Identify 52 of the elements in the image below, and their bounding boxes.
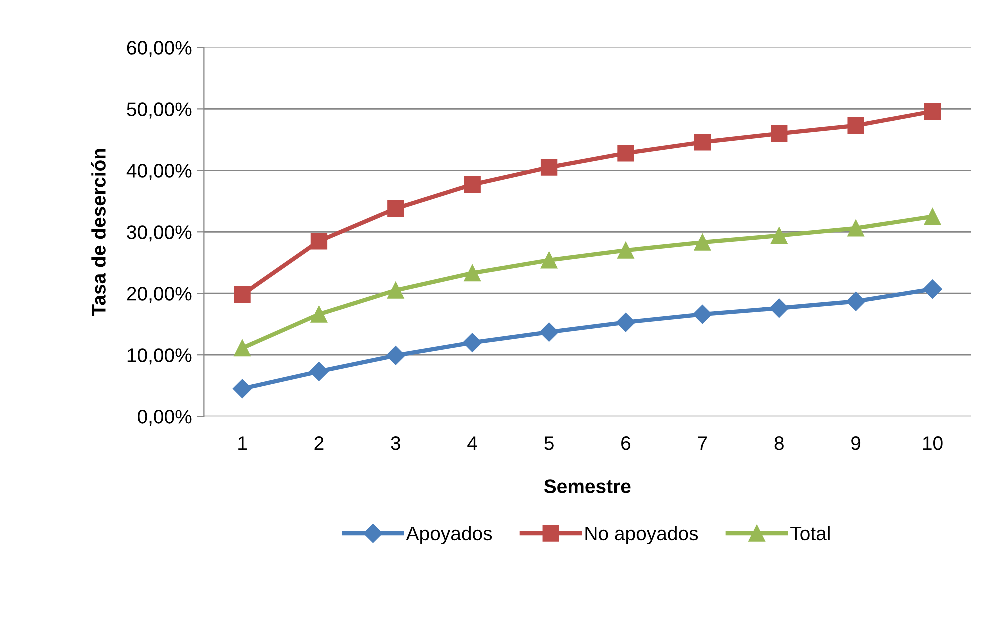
y-axis-title: Tasa de deserción <box>91 149 106 316</box>
point <box>388 282 404 299</box>
point <box>923 280 942 299</box>
y-tick-label: 50,00% <box>127 102 192 119</box>
point <box>618 145 634 162</box>
x-tick-label: 9 <box>852 436 861 450</box>
y-tick-label: 10,00% <box>128 348 192 365</box>
x-tick-label: 1 <box>238 436 247 450</box>
point <box>234 340 251 357</box>
point <box>234 286 251 304</box>
point <box>848 117 864 134</box>
point <box>694 234 712 251</box>
y-tick-label: 60,00% <box>127 41 192 58</box>
y-tick-label: 30,00% <box>127 226 192 242</box>
y-tick-label: 0,00% <box>138 410 192 426</box>
y-tick-label: 40,00% <box>126 164 192 180</box>
point <box>616 312 636 332</box>
x-tick-label: 3 <box>391 436 400 450</box>
x-axis-title: Semestre <box>544 480 631 494</box>
point <box>770 298 789 318</box>
point <box>310 362 329 382</box>
point <box>846 292 866 312</box>
point <box>540 159 558 176</box>
point <box>310 306 328 323</box>
x-tick-label: 6 <box>622 436 631 450</box>
legend-label: Apoyados <box>406 526 492 544</box>
point <box>310 233 328 250</box>
point <box>924 208 942 226</box>
point <box>388 200 404 218</box>
point <box>771 125 788 142</box>
point <box>232 379 252 398</box>
point <box>464 265 481 282</box>
y-tick-label: 20,00% <box>127 287 192 304</box>
x-tick-label: 8 <box>774 436 784 450</box>
x-tick-label: 4 <box>468 436 478 450</box>
x-tick-label: 10 <box>923 436 943 450</box>
point <box>924 103 942 120</box>
point <box>694 134 712 151</box>
point <box>464 176 481 194</box>
point <box>463 333 482 352</box>
legend-label: Total <box>790 526 830 541</box>
point <box>540 252 558 269</box>
x-tick-label: 2 <box>314 436 324 450</box>
point <box>771 227 788 244</box>
point <box>386 346 406 366</box>
point <box>848 220 864 237</box>
point <box>618 242 634 259</box>
point <box>540 322 559 342</box>
legend-label: No apoyados <box>586 526 698 544</box>
x-tick-label: 5 <box>544 436 554 450</box>
x-tick-label: 7 <box>698 436 708 450</box>
point <box>693 304 712 324</box>
